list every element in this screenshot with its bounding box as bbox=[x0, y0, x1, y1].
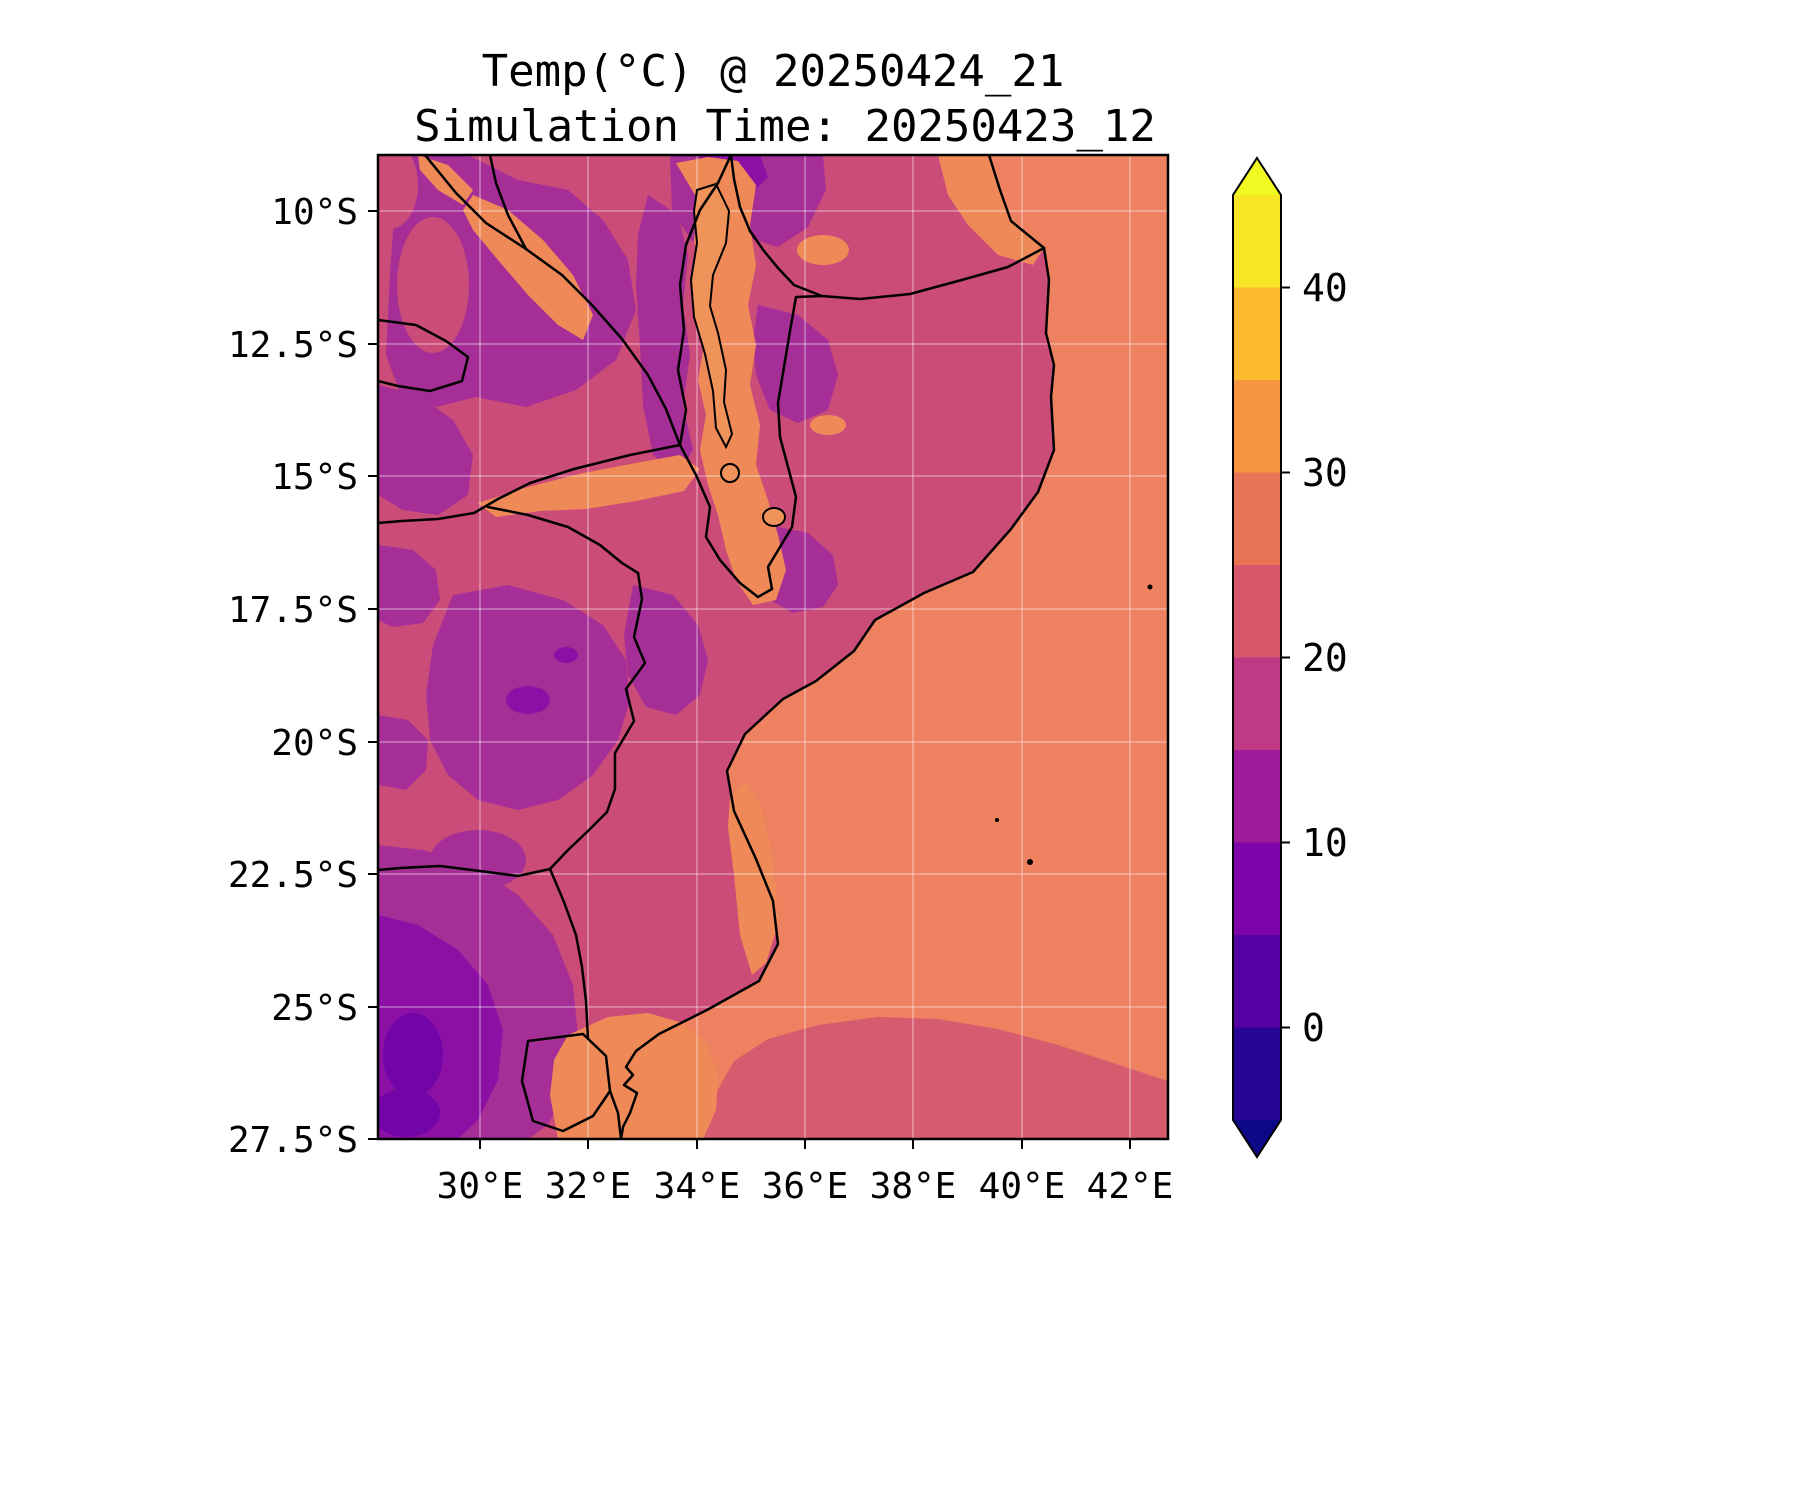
island-dot bbox=[995, 818, 999, 822]
temp-patch bbox=[383, 1013, 443, 1097]
border-mozambique-zimbabwe-north bbox=[486, 505, 640, 575]
border-ruvuma bbox=[729, 155, 1046, 301]
lake-malawi bbox=[689, 182, 734, 450]
temp-patch bbox=[550, 1013, 718, 1139]
country-borders bbox=[378, 155, 1056, 1139]
temp-patch bbox=[378, 1089, 440, 1137]
x-tick-label: 40°E bbox=[979, 1166, 1066, 1207]
axes-frame bbox=[376, 153, 1170, 1141]
colorbar-tick-label: 40 bbox=[1302, 266, 1348, 310]
chart-subtitle: Simulation Time: 20250423_12 bbox=[414, 101, 1156, 152]
y-tick-marks bbox=[368, 210, 378, 1140]
temp-patch bbox=[797, 235, 849, 265]
map-plot-area bbox=[378, 155, 1168, 1139]
island-dot bbox=[1147, 584, 1153, 590]
border-malawi bbox=[676, 155, 824, 599]
x-tick-label: 32°E bbox=[545, 1166, 632, 1207]
temp-patch bbox=[397, 217, 469, 353]
border-lebombo bbox=[548, 867, 590, 1041]
temp-patch bbox=[378, 155, 418, 229]
x-tick-label: 30°E bbox=[437, 1166, 524, 1207]
grid-lines bbox=[378, 155, 1168, 1139]
temp-patch bbox=[378, 545, 440, 627]
island-dot bbox=[1027, 859, 1033, 865]
colorbar-band bbox=[1233, 750, 1281, 843]
temp-patch bbox=[810, 415, 846, 435]
x-tick-label: 42°E bbox=[1087, 1166, 1174, 1207]
y-tick-label: 22.5°S bbox=[228, 855, 358, 896]
temp-patch bbox=[753, 305, 838, 423]
x-tick-labels: 30°E 32°E 34°E 36°E 38°E 40°E 42°E bbox=[437, 1166, 1174, 1207]
border-tanzania-zambia bbox=[488, 155, 528, 251]
temp-patch bbox=[938, 155, 1044, 265]
lakes bbox=[689, 182, 786, 527]
coastline-border bbox=[619, 155, 1056, 1139]
colorbar: 40 30 20 10 0 bbox=[1232, 156, 1348, 1159]
temp-patch bbox=[728, 783, 778, 975]
temp-patch bbox=[506, 686, 550, 714]
y-tick-label: 15°S bbox=[271, 457, 358, 498]
colorbar-tick-label: 20 bbox=[1302, 636, 1348, 680]
colorbar-tick-label: 30 bbox=[1302, 451, 1348, 495]
temp-patch bbox=[378, 715, 428, 790]
colorbar-over-arrow bbox=[1233, 158, 1281, 195]
colorbar-tick-marks bbox=[1281, 286, 1290, 1029]
chart-title: Temp(°C) @ 20250424_21 bbox=[482, 46, 1065, 97]
border-limpopo bbox=[378, 864, 552, 878]
colorbar-outline bbox=[1232, 156, 1282, 1159]
colorbar-band bbox=[1233, 935, 1281, 1028]
colorbar-tick-label: 0 bbox=[1302, 1006, 1325, 1050]
temp-patch bbox=[478, 455, 700, 517]
border-zimbabwe-east bbox=[548, 571, 647, 871]
border-left-jog bbox=[378, 318, 470, 393]
y-tick-labels: 10°S 12.5°S 15°S 17.5°S 20°S 22.5°S 25°S… bbox=[228, 192, 358, 1161]
y-tick-label: 10°S bbox=[271, 192, 358, 233]
y-tick-label: 20°S bbox=[271, 723, 358, 764]
colorbar-band bbox=[1233, 380, 1281, 473]
colorbar-band bbox=[1233, 287, 1281, 380]
lake-chilwa bbox=[762, 507, 786, 527]
border-southafrica-south bbox=[608, 1089, 623, 1139]
border-zambia-malawi bbox=[423, 155, 682, 447]
ocean-warm-band bbox=[704, 1017, 1168, 1139]
islands bbox=[995, 584, 1153, 865]
temp-patch bbox=[378, 385, 473, 515]
colorbar-tick-label: 10 bbox=[1302, 821, 1348, 865]
lake-malombe bbox=[720, 463, 740, 483]
y-tick-label: 27.5°S bbox=[228, 1120, 358, 1161]
colorbar-tick-labels: 40 30 20 10 0 bbox=[1302, 266, 1348, 1050]
colorbar-band bbox=[1233, 195, 1281, 288]
temp-patch bbox=[624, 585, 708, 715]
border-eswatini bbox=[520, 1032, 612, 1133]
colorbar-band bbox=[1233, 472, 1281, 565]
border-zambia-mozambique bbox=[378, 443, 682, 525]
colorbar-band bbox=[1233, 1027, 1281, 1120]
colorbar-under-arrow bbox=[1233, 1120, 1281, 1157]
colorbar-band bbox=[1233, 842, 1281, 935]
y-tick-label: 25°S bbox=[271, 988, 358, 1029]
colorbar-band bbox=[1233, 657, 1281, 750]
land-base-overlays bbox=[378, 155, 469, 353]
y-tick-label: 12.5°S bbox=[228, 325, 358, 366]
y-tick-label: 17.5°S bbox=[228, 590, 358, 631]
x-tick-label: 38°E bbox=[870, 1166, 957, 1207]
x-tick-marks bbox=[479, 1139, 1131, 1149]
land-mass bbox=[378, 155, 1054, 1139]
temp-patch bbox=[554, 647, 578, 663]
colorbar-band bbox=[1233, 565, 1281, 658]
x-tick-label: 36°E bbox=[762, 1166, 849, 1207]
coldest-patches bbox=[378, 1013, 443, 1137]
x-tick-label: 34°E bbox=[654, 1166, 741, 1207]
temp-patch bbox=[636, 195, 693, 475]
temp-patch bbox=[463, 195, 593, 340]
